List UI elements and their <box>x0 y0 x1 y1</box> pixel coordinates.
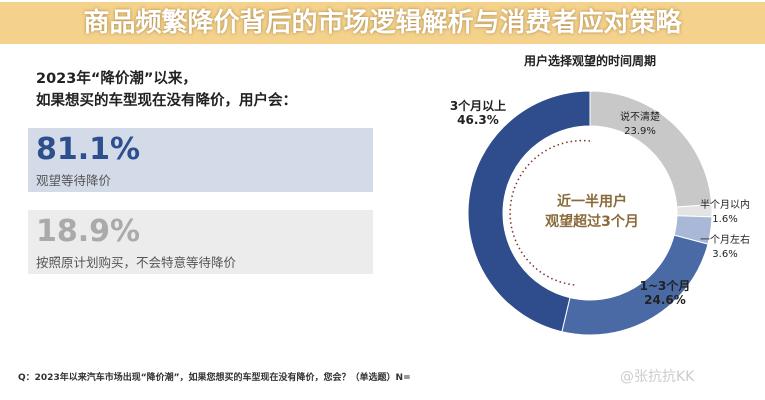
title-banner <box>0 2 765 44</box>
slice-0 <box>589 90 713 208</box>
slice-value: 23.9% <box>624 126 656 137</box>
slice-label: 半个月以内 <box>700 198 750 211</box>
center-label: 近一半用户 <box>557 193 627 210</box>
slice-value: 24.6% <box>644 293 686 307</box>
option-box-wait: 81.1% 观望等待降价 <box>28 128 373 192</box>
option-value: 81.1% <box>36 132 141 167</box>
slice-value: 3.6% <box>712 249 737 260</box>
slice-4 <box>467 90 591 333</box>
option-box-buy: 18.9% 按照原计划购买，不会特意等待降价 <box>28 210 373 274</box>
option-value: 18.9% <box>36 214 141 249</box>
slice-value: 46.3% <box>457 113 499 127</box>
slice-value: 1.6% <box>712 214 737 225</box>
footnote: Q：2023年以来汽车市场出现“降价潮”，如果您想买的车型现在没有降价，您会？（… <box>18 373 411 383</box>
slice-label: 3个月以上 <box>450 98 506 113</box>
chart-title: 用户选择观望的时间周期 <box>523 53 656 68</box>
option-label: 按照原计划购买，不会特意等待降价 <box>36 255 237 270</box>
title-line: 如果想买的车型现在没有降价，用户会： <box>36 93 297 109</box>
watermark: @张抗抗KK <box>620 369 695 385</box>
slice-label: 说不清楚 <box>620 110 660 123</box>
left-title: 2023年“降价潮”以来， 如果想买的车型现在没有降价，用户会： <box>36 68 297 112</box>
banner-title: 商品频繁降价背后的市场逻辑解析与消费者应对策略 <box>83 8 682 38</box>
slice-label: 一个月左右 <box>700 233 750 246</box>
option-label: 观望等待降价 <box>36 173 112 188</box>
dotted-arc <box>509 139 591 286</box>
title-line: 2023年“降价潮”以来， <box>36 71 197 87</box>
slice-label: 1~3个月 <box>640 278 691 293</box>
center-label: 观望超过3个月 <box>545 213 639 230</box>
